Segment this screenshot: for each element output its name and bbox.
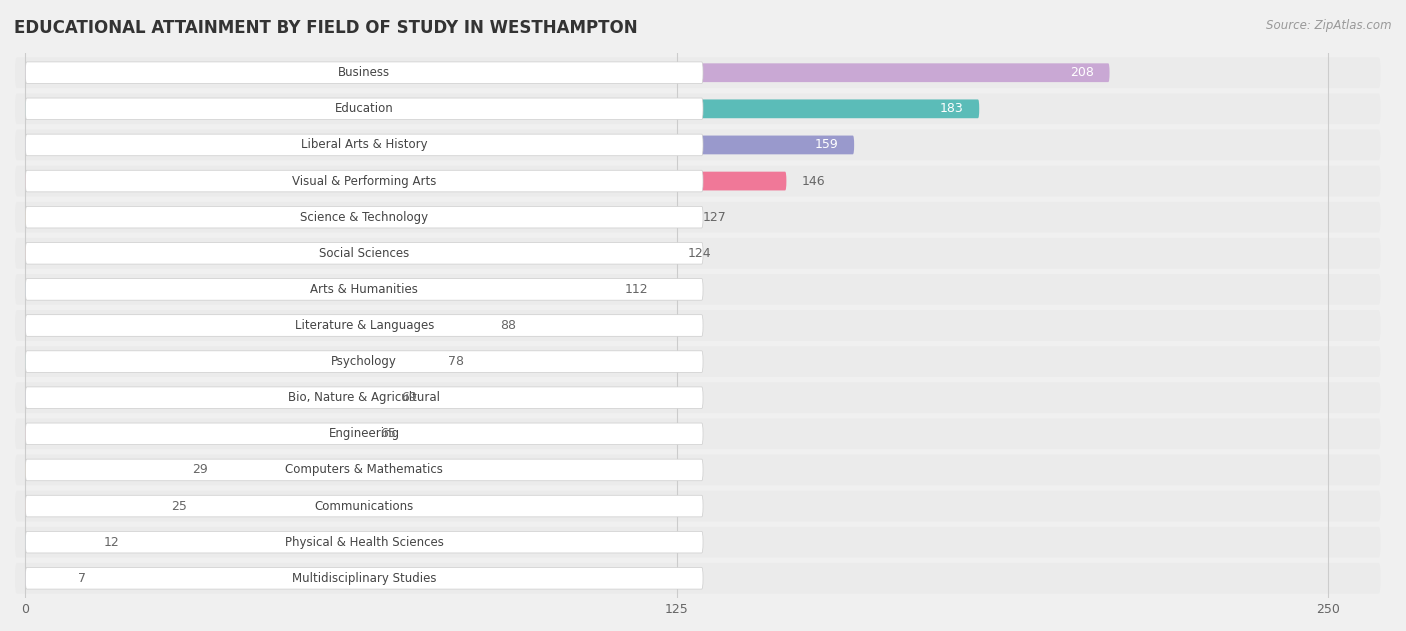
Text: Computers & Mathematics: Computers & Mathematics	[285, 463, 443, 476]
FancyBboxPatch shape	[15, 238, 1381, 269]
FancyBboxPatch shape	[25, 172, 786, 191]
FancyBboxPatch shape	[15, 310, 1381, 341]
Text: Communications: Communications	[315, 500, 413, 512]
FancyBboxPatch shape	[25, 280, 609, 298]
Text: EDUCATIONAL ATTAINMENT BY FIELD OF STUDY IN WESTHAMPTON: EDUCATIONAL ATTAINMENT BY FIELD OF STUDY…	[14, 19, 638, 37]
Text: 127: 127	[703, 211, 727, 223]
Text: Arts & Humanities: Arts & Humanities	[311, 283, 418, 296]
Text: 78: 78	[447, 355, 464, 368]
FancyBboxPatch shape	[15, 129, 1381, 160]
FancyBboxPatch shape	[15, 274, 1381, 305]
Text: Bio, Nature & Agricultural: Bio, Nature & Agricultural	[288, 391, 440, 404]
FancyBboxPatch shape	[25, 569, 62, 587]
FancyBboxPatch shape	[15, 57, 1381, 88]
Text: Education: Education	[335, 102, 394, 115]
FancyBboxPatch shape	[25, 244, 672, 262]
Text: Literature & Languages: Literature & Languages	[294, 319, 434, 332]
Text: Social Sciences: Social Sciences	[319, 247, 409, 260]
Text: Psychology: Psychology	[332, 355, 396, 368]
Text: Source: ZipAtlas.com: Source: ZipAtlas.com	[1267, 19, 1392, 32]
FancyBboxPatch shape	[15, 382, 1381, 413]
FancyBboxPatch shape	[25, 497, 156, 516]
FancyBboxPatch shape	[25, 351, 703, 372]
FancyBboxPatch shape	[25, 63, 1109, 82]
FancyBboxPatch shape	[25, 388, 385, 407]
FancyBboxPatch shape	[25, 98, 703, 120]
FancyBboxPatch shape	[25, 206, 703, 228]
Text: Multidisciplinary Studies: Multidisciplinary Studies	[292, 572, 436, 585]
Text: Science & Technology: Science & Technology	[299, 211, 429, 223]
Text: 12: 12	[104, 536, 120, 549]
FancyBboxPatch shape	[25, 279, 703, 300]
FancyBboxPatch shape	[25, 208, 688, 227]
Text: Physical & Health Sciences: Physical & Health Sciences	[285, 536, 444, 549]
FancyBboxPatch shape	[15, 202, 1381, 232]
FancyBboxPatch shape	[25, 531, 703, 553]
FancyBboxPatch shape	[15, 527, 1381, 558]
Text: Engineering: Engineering	[329, 427, 399, 440]
Text: 112: 112	[624, 283, 648, 296]
Text: 29: 29	[193, 463, 208, 476]
FancyBboxPatch shape	[25, 352, 432, 371]
FancyBboxPatch shape	[25, 387, 703, 408]
FancyBboxPatch shape	[25, 100, 979, 118]
FancyBboxPatch shape	[25, 495, 703, 517]
Text: 88: 88	[499, 319, 516, 332]
Text: 124: 124	[688, 247, 711, 260]
Text: 7: 7	[77, 572, 86, 585]
Text: 159: 159	[814, 138, 838, 151]
Text: Business: Business	[339, 66, 391, 80]
FancyBboxPatch shape	[25, 459, 703, 481]
Text: 65: 65	[380, 427, 395, 440]
FancyBboxPatch shape	[25, 316, 484, 335]
FancyBboxPatch shape	[25, 136, 855, 155]
FancyBboxPatch shape	[25, 134, 703, 156]
Text: 183: 183	[939, 102, 963, 115]
FancyBboxPatch shape	[25, 461, 177, 480]
Text: Visual & Performing Arts: Visual & Performing Arts	[292, 175, 436, 187]
FancyBboxPatch shape	[25, 567, 703, 589]
FancyBboxPatch shape	[25, 62, 703, 83]
Text: 146: 146	[801, 175, 825, 187]
Text: 208: 208	[1070, 66, 1094, 80]
Text: 69: 69	[401, 391, 416, 404]
FancyBboxPatch shape	[15, 93, 1381, 124]
FancyBboxPatch shape	[15, 166, 1381, 196]
Text: Liberal Arts & History: Liberal Arts & History	[301, 138, 427, 151]
FancyBboxPatch shape	[25, 533, 89, 551]
FancyBboxPatch shape	[25, 242, 703, 264]
FancyBboxPatch shape	[25, 170, 703, 192]
FancyBboxPatch shape	[15, 491, 1381, 521]
FancyBboxPatch shape	[15, 563, 1381, 594]
FancyBboxPatch shape	[25, 423, 703, 445]
FancyBboxPatch shape	[15, 454, 1381, 485]
FancyBboxPatch shape	[15, 418, 1381, 449]
FancyBboxPatch shape	[25, 425, 364, 443]
Text: 25: 25	[172, 500, 187, 512]
FancyBboxPatch shape	[25, 315, 703, 336]
FancyBboxPatch shape	[15, 346, 1381, 377]
